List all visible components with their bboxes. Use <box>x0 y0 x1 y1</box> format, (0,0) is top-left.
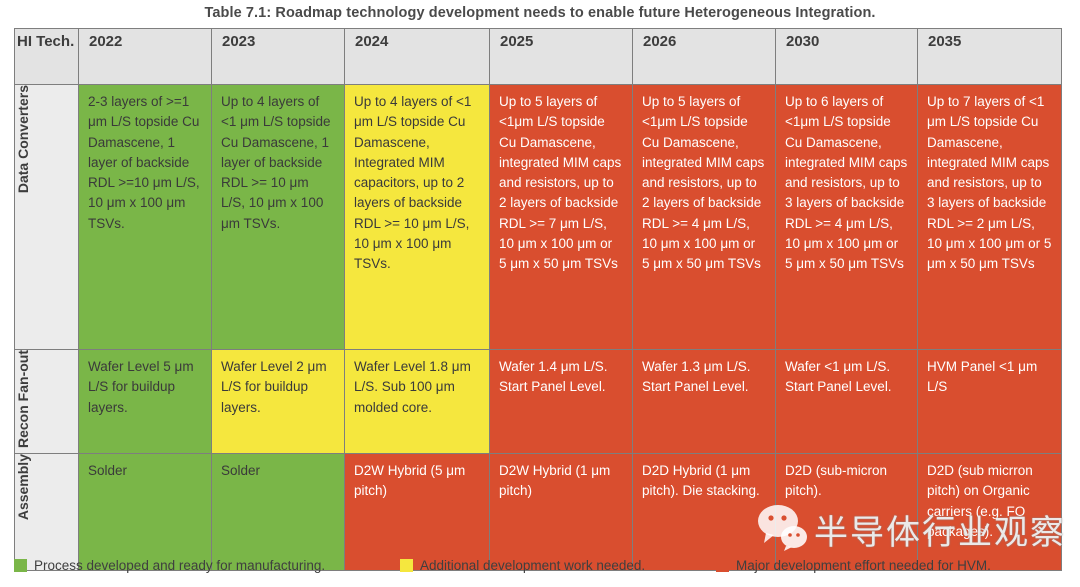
legend: Process developed and ready for manufact… <box>0 558 1080 580</box>
year-header-2022: 2022 <box>78 28 212 85</box>
table-cell: Up to 5 layers of <1μm L/S topside Cu Da… <box>489 84 633 350</box>
table-title: Table 7.1: Roadmap technology developmen… <box>204 5 876 21</box>
table-row-data-converters: Data Converters 2-3 layers of >=1 μm L/S… <box>14 84 1062 350</box>
legend-label: Additional development work needed. <box>420 558 646 573</box>
row-header-assembly: Assembly <box>14 453 79 571</box>
table-cell: Wafer 1.3 μm L/S. Start Panel Level. <box>632 349 776 454</box>
year-header-2024: 2024 <box>344 28 490 85</box>
table-row-assembly: Assembly Solder Solder D2W Hybrid (5 μm … <box>14 453 1062 571</box>
table-cell: Wafer Level 1.8 μm L/S. Sub 100 μm molde… <box>344 349 490 454</box>
table-row-recon-fan-out: Recon Fan-out Wafer Level 5 μm L/S for b… <box>14 349 1062 454</box>
table-cell: Wafer <1 μm L/S. Start Panel Level. <box>775 349 918 454</box>
table-cell: D2D Hybrid (1 μm pitch). Die stacking. <box>632 453 776 571</box>
table-cell: Up to 5 layers of <1μm L/S topside Cu Da… <box>632 84 776 350</box>
table-cell: Up to 4 layers of <1 μm L/S topside Cu D… <box>344 84 490 350</box>
green-swatch-icon <box>14 559 27 572</box>
table-cell: HVM Panel <1 μm L/S <box>917 349 1062 454</box>
year-header-2023: 2023 <box>211 28 345 85</box>
table-cell: D2W Hybrid (5 μm pitch) <box>344 453 490 571</box>
year-header-2030: 2030 <box>775 28 918 85</box>
red-swatch-icon <box>716 559 729 572</box>
legend-item-red: Major development effort needed for HVM. <box>716 558 991 573</box>
table-cell: Solder <box>211 453 345 571</box>
row-header-data-converters: Data Converters <box>14 84 79 350</box>
table-cell: Wafer Level 2 μm L/S for buildup layers. <box>211 349 345 454</box>
year-header-2025: 2025 <box>489 28 633 85</box>
table-cell: D2D (sub micrron pitch) on Organic carri… <box>917 453 1062 571</box>
legend-label: Major development effort needed for HVM. <box>736 558 991 573</box>
table-cell: Up to 7 layers of <1 μm L/S topside Cu D… <box>917 84 1062 350</box>
roadmap-table: HI Tech. 2022 2023 2024 2025 2026 2030 2… <box>14 28 1062 571</box>
year-header-2026: 2026 <box>632 28 776 85</box>
table-cell: Solder <box>78 453 212 571</box>
table-cell: Up to 6 layers of <1μm L/S topside Cu Da… <box>775 84 918 350</box>
table-cell: Up to 4 layers of <1 μm L/S topside Cu D… <box>211 84 345 350</box>
legend-label: Process developed and ready for manufact… <box>34 558 326 573</box>
row-header-recon-fan-out: Recon Fan-out <box>14 349 79 454</box>
table-cell: Wafer Level 5 μm L/S for buildup layers. <box>78 349 212 454</box>
legend-item-yellow: Additional development work needed. <box>400 558 645 573</box>
legend-item-green: Process developed and ready for manufact… <box>14 558 325 573</box>
yellow-swatch-icon <box>400 559 413 572</box>
year-header-2035: 2035 <box>917 28 1062 85</box>
table-cell: 2-3 layers of >=1 μm L/S topside Cu Dama… <box>78 84 212 350</box>
table-cell: D2D (sub-micron pitch). <box>775 453 918 571</box>
corner-header: HI Tech. <box>14 28 79 85</box>
table-cell: D2W Hybrid (1 μm pitch) <box>489 453 633 571</box>
header-row: HI Tech. 2022 2023 2024 2025 2026 2030 2… <box>14 28 1062 85</box>
table-cell: Wafer 1.4 μm L/S. Start Panel Level. <box>489 349 633 454</box>
